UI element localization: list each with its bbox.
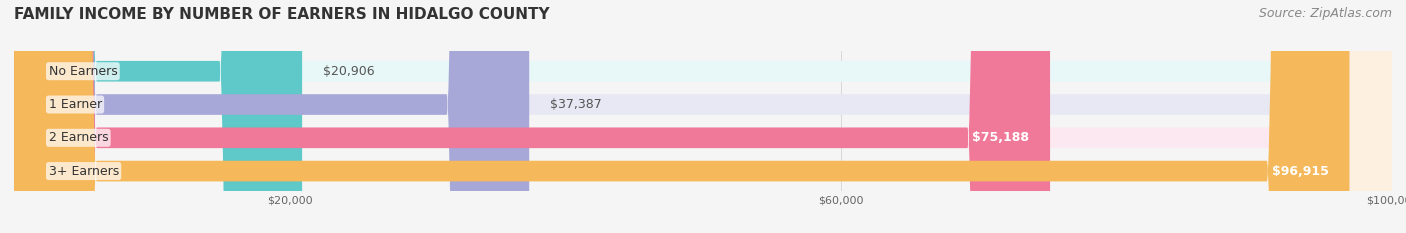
- Text: $75,188: $75,188: [973, 131, 1029, 144]
- Text: FAMILY INCOME BY NUMBER OF EARNERS IN HIDALGO COUNTY: FAMILY INCOME BY NUMBER OF EARNERS IN HI…: [14, 7, 550, 22]
- Text: Source: ZipAtlas.com: Source: ZipAtlas.com: [1258, 7, 1392, 20]
- Text: 3+ Earners: 3+ Earners: [48, 164, 118, 178]
- Text: $20,906: $20,906: [323, 65, 374, 78]
- Text: $37,387: $37,387: [550, 98, 602, 111]
- FancyBboxPatch shape: [14, 0, 1392, 233]
- FancyBboxPatch shape: [14, 0, 529, 233]
- Text: $96,915: $96,915: [1272, 164, 1329, 178]
- FancyBboxPatch shape: [14, 0, 302, 233]
- FancyBboxPatch shape: [14, 0, 1050, 233]
- FancyBboxPatch shape: [14, 0, 1392, 233]
- FancyBboxPatch shape: [14, 0, 1392, 233]
- FancyBboxPatch shape: [14, 0, 1392, 233]
- Text: 1 Earner: 1 Earner: [48, 98, 101, 111]
- FancyBboxPatch shape: [14, 0, 1350, 233]
- Text: No Earners: No Earners: [48, 65, 117, 78]
- Text: 2 Earners: 2 Earners: [48, 131, 108, 144]
